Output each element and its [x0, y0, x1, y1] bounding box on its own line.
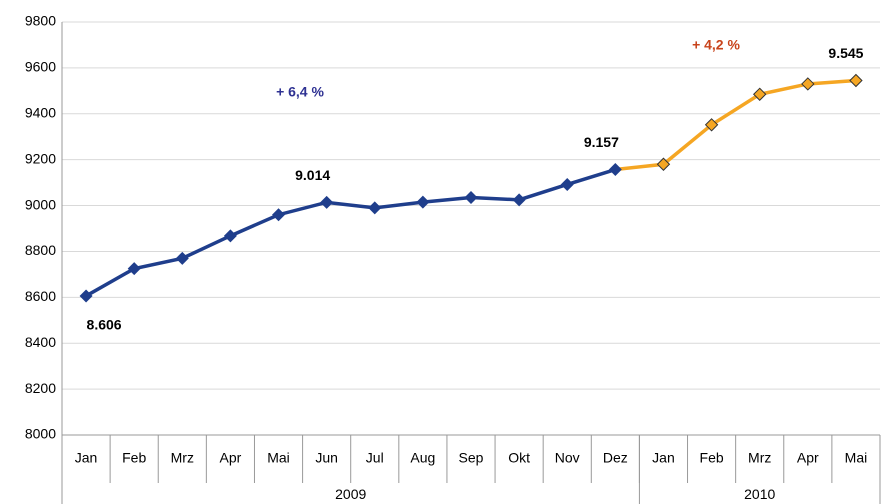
marker	[272, 208, 286, 222]
marker	[512, 193, 526, 207]
x-tick-label: Apr	[220, 450, 242, 466]
x-tick-label: Apr	[797, 450, 819, 466]
y-tick-label: 9600	[25, 59, 56, 75]
y-tick-label: 8200	[25, 380, 56, 396]
group-label: 2010	[744, 486, 775, 502]
marker	[368, 201, 382, 215]
y-tick-label: 9400	[25, 104, 56, 120]
marker	[320, 195, 334, 209]
y-tick-label: 8600	[25, 288, 56, 304]
x-tick-label: Jan	[652, 450, 675, 466]
marker	[223, 229, 237, 243]
x-tick-label: Aug	[410, 450, 435, 466]
marker	[560, 177, 574, 191]
marker	[752, 87, 767, 101]
marker	[416, 195, 430, 209]
x-tick-label: Jul	[366, 450, 384, 466]
data-label: 9.545	[828, 45, 863, 61]
x-tick-label: Mrz	[171, 450, 194, 466]
y-tick-label: 9000	[25, 196, 56, 212]
x-tick-label: Feb	[700, 450, 724, 466]
marker	[608, 163, 622, 177]
data-label: 8.606	[87, 317, 122, 333]
x-tick-label: Mai	[845, 450, 868, 466]
marker	[79, 289, 93, 303]
x-tick-label: Jan	[75, 450, 98, 466]
x-tick-label: Nov	[555, 450, 580, 466]
y-tick-label: 8800	[25, 242, 56, 258]
x-tick-label: Sep	[459, 450, 484, 466]
group-label: 2009	[335, 486, 366, 502]
x-tick-label: Mrz	[748, 450, 771, 466]
marker	[127, 262, 141, 276]
y-tick-label: 8400	[25, 334, 56, 350]
y-tick-label: 8000	[25, 426, 56, 442]
data-label: 9.014	[295, 167, 330, 183]
annotation: + 4,2 %	[692, 37, 740, 53]
y-tick-label: 9800	[25, 13, 56, 29]
line	[615, 78, 857, 172]
y-tick-label: 9200	[25, 150, 56, 166]
annotation: + 6,4 %	[276, 84, 324, 100]
marker	[656, 157, 671, 171]
x-tick-label: Mai	[267, 450, 290, 466]
x-tick-label: Okt	[508, 450, 530, 466]
x-tick-label: Feb	[122, 450, 146, 466]
x-tick-label: Dez	[603, 450, 628, 466]
line	[85, 167, 616, 298]
marker	[801, 77, 815, 91]
marker	[464, 191, 478, 205]
marker	[175, 251, 189, 265]
x-tick-label: Jun	[315, 450, 338, 466]
data-label: 9.157	[584, 134, 619, 150]
marker	[849, 73, 863, 88]
marker	[704, 118, 719, 132]
